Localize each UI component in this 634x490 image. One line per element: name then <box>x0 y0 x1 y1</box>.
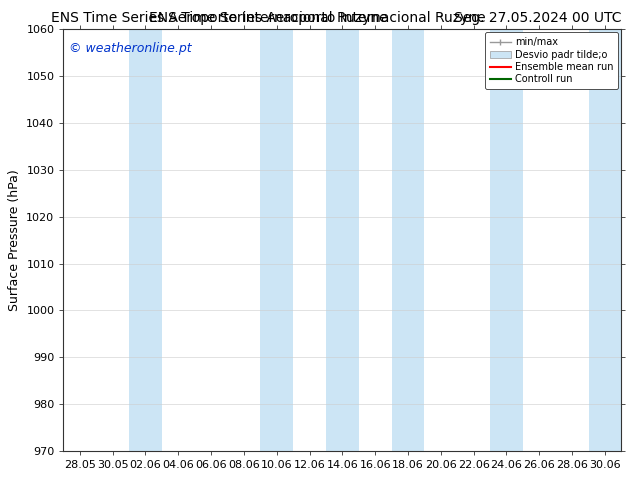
Bar <box>326 29 359 451</box>
Text: ENS Time Series Aeroporto Internacional Ruzyne: ENS Time Series Aeroporto Internacional … <box>149 11 485 25</box>
Y-axis label: Surface Pressure (hPa): Surface Pressure (hPa) <box>8 169 21 311</box>
Bar <box>261 29 293 451</box>
Legend: min/max, Desvio padr tilde;o, Ensemble mean run, Controll run: min/max, Desvio padr tilde;o, Ensemble m… <box>485 32 618 89</box>
Bar <box>129 29 162 451</box>
Bar <box>490 29 523 451</box>
Text: ENS Time Series Aeroporto Internacional Ruzyne: ENS Time Series Aeroporto Internacional … <box>51 11 387 25</box>
Text: © weatheronline.pt: © weatheronline.pt <box>69 42 191 55</box>
Bar <box>588 29 621 451</box>
Text: Seg. 27.05.2024 00 UTC: Seg. 27.05.2024 00 UTC <box>454 11 621 25</box>
Bar <box>392 29 424 451</box>
